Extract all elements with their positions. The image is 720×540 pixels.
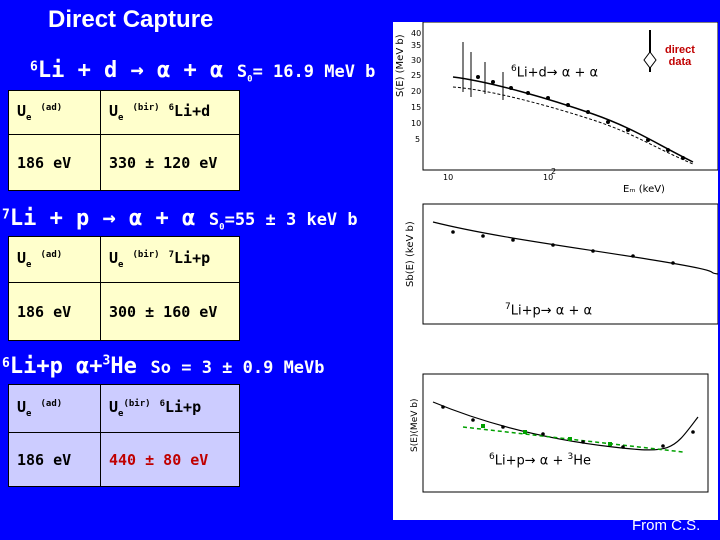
table-2-ue-ad: Ue (ad) [8,236,101,283]
legend-diamond [643,51,657,69]
credit-text: From C.S. [632,517,701,534]
reaction-1-text: Li + d → α + α [37,58,224,83]
svg-text:5: 5 [415,135,420,144]
plot1-xlabel: Eₘ (keV) [623,184,665,195]
svg-text:10: 10 [443,173,453,182]
plot1-frame [422,22,718,171]
plot3-curve [432,401,699,451]
plot1-errorbars [462,42,504,100]
plot1-label: 6Li+d→ α + α [511,64,599,81]
table-2: Ue (ad) Ue (bir) 7Li+p 186 eV 300 ± 160 … [8,236,240,341]
plot3-ylabel: S(E)(MeV b) [410,399,420,452]
reaction-2: 7Li + p → α + α S0=55 ± 3 keV b [2,206,358,233]
plot1-yticks: 40 35 30 25 20 15 10 5 [411,29,421,144]
svg-text:40: 40 [411,29,421,38]
plot3-green [462,426,684,453]
table-1-ue-bir: Ue (bir) 6Li+d [100,90,240,135]
table-1: Ue (ad) Ue (bir) 6Li+d 186 eV 330 ± 120 … [8,90,240,191]
table-3-val-ad: 186 eV [8,432,101,487]
svg-text:30: 30 [411,56,421,65]
reaction-1-iso: 6 [30,59,38,75]
table-3-ue-bir: Ue(bir) 6Li+p [100,384,240,433]
plot2-frame [422,203,718,325]
legend-direct-data: direct data [665,44,695,68]
reaction-1: 6Li + d → α + α S0= 16.9 MeV b [30,58,375,84]
svg-text:35: 35 [411,41,421,50]
svg-text:15: 15 [411,103,421,112]
plot3-points [441,405,695,449]
plot2-points [451,230,675,265]
table-2-val-ad: 186 eV [8,282,101,341]
svg-text:20: 20 [411,87,421,96]
svg-text:10: 10 [543,173,553,182]
plots-panel: 40 35 30 25 20 15 10 5 10 10 2 S(E) (MeV b) Eₘ … [393,22,718,520]
plot1-curve [452,76,694,163]
table-1-ue-ad: Ue (ad) [8,90,101,135]
plot2-curve [432,221,718,275]
table-1-val-bir: 330 ± 120 eV [100,134,240,191]
table-3: Ue (ad) Ue(bir) 6Li+p 186 eV 440 ± 80 eV [8,384,240,487]
svg-text:2: 2 [551,167,556,176]
slide-title: Direct Capture [48,6,214,33]
reaction-3: 6Li+p α+3He So = 3 ± 0.9 MeVb [2,354,325,380]
plot1-curve2 [452,86,694,165]
plot2-ylabel: Sb(E) (keV b) [405,221,416,287]
plot3-green-points [481,424,612,446]
svg-text:10: 10 [411,119,421,128]
plot3-label: 6Li+p→ α + 3He [489,452,592,469]
plot1-points [476,75,685,160]
table-2-val-bir: 300 ± 160 eV [100,282,240,341]
plot3-frame [422,373,709,493]
table-1-val-ad: 186 eV [8,134,101,191]
table-2-ue-bir: Ue (bir) 7Li+p [100,236,240,283]
svg-text:25: 25 [411,71,421,80]
plot1-xticks: 10 102 [443,167,556,182]
reaction-1-s0: S0= 16.9 MeV b [236,62,376,85]
table-3-ue-ad: Ue (ad) [8,384,101,433]
plot1-ylabel: S(E) (MeV b) [395,34,406,97]
plot2-label: 7Li+p→ α + α [505,302,593,319]
table-3-val-bir: 440 ± 80 eV [100,432,240,487]
